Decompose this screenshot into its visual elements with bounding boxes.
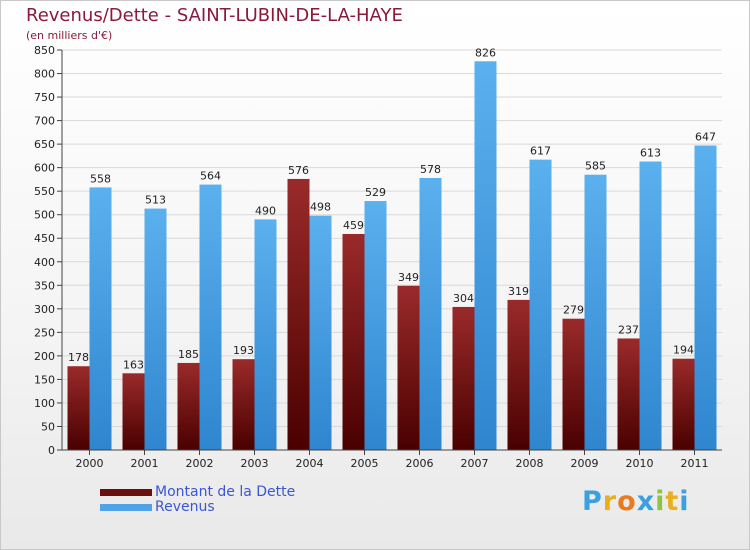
logo-letter: x — [636, 486, 656, 517]
data-label-revenus: 498 — [310, 201, 331, 214]
data-label-dette: 237 — [618, 323, 639, 336]
bar-revenus — [254, 219, 277, 450]
bar-revenus — [364, 201, 387, 450]
y-tick-label: 200 — [34, 350, 55, 363]
y-tick-label: 0 — [48, 444, 55, 457]
proxiti-logo: Proxiti — [582, 486, 690, 517]
data-label-dette: 163 — [123, 358, 144, 371]
x-tick-label: 2008 — [516, 457, 544, 470]
x-tick-label: 2002 — [186, 457, 214, 470]
bar-dette — [232, 359, 255, 450]
legend-swatch-revenus — [100, 504, 152, 511]
y-tick-label: 750 — [34, 91, 55, 104]
axes: 0 50 100 150 200 250 300 350 400 450 500 550 600 650 7… — [34, 44, 722, 470]
bar-dette — [562, 318, 585, 450]
data-label-dette: 349 — [398, 271, 419, 284]
y-tick-label: 100 — [34, 397, 55, 410]
data-label-dette: 459 — [343, 219, 364, 232]
x-tick-label: 2000 — [76, 457, 104, 470]
x-tick-label: 2003 — [241, 457, 269, 470]
bar-dette — [452, 306, 475, 450]
bar-chart: 0 50 100 150 200 250 300 350 400 450 500 550 600 650 7… — [34, 44, 722, 470]
chart-subtitle: (en milliers d'€) — [26, 29, 113, 42]
bar-revenus — [144, 208, 167, 450]
y-tick-label: 50 — [41, 420, 55, 433]
logo-letter: i — [655, 486, 666, 517]
data-label-revenus: 558 — [90, 172, 111, 185]
x-tick-label: 2004 — [296, 457, 324, 470]
y-tick-label: 250 — [34, 326, 55, 339]
bar-revenus — [474, 61, 497, 450]
y-tick-label: 300 — [34, 303, 55, 316]
x-tick-label: 2001 — [131, 457, 159, 470]
data-label-dette: 304 — [453, 292, 474, 305]
bar-revenus — [639, 161, 662, 450]
bar-revenus — [584, 174, 607, 451]
bar-revenus — [529, 159, 552, 450]
y-tick-label: 700 — [34, 115, 55, 128]
data-label-revenus: 490 — [255, 204, 276, 217]
data-labels: 178 558 163 513 185 564 193 490 576 498 459 529 349 5… — [68, 46, 716, 371]
data-label-revenus: 585 — [585, 160, 606, 173]
bar-dette — [342, 234, 365, 450]
bar-dette — [67, 366, 90, 450]
data-label-revenus: 513 — [145, 194, 166, 207]
legend-label-dette: Montant de la Dette — [155, 484, 296, 500]
x-tick-label: 2010 — [626, 457, 654, 470]
bar-dette — [287, 178, 310, 451]
bar-revenus — [89, 187, 112, 451]
data-label-revenus: 826 — [475, 46, 496, 59]
bars — [67, 61, 717, 451]
data-label-revenus: 617 — [530, 145, 551, 158]
x-tick-label: 2007 — [461, 457, 489, 470]
data-label-dette: 319 — [508, 285, 529, 298]
data-label-dette: 193 — [233, 344, 254, 357]
bar-revenus — [199, 184, 222, 450]
data-label-dette: 194 — [673, 344, 694, 357]
y-tick-label: 650 — [34, 138, 55, 151]
legend-swatch-dette — [100, 489, 152, 496]
bar-dette — [177, 362, 200, 450]
x-tick-label: 2006 — [406, 457, 434, 470]
data-label-revenus: 613 — [640, 147, 661, 160]
logo-letter: t — [665, 486, 680, 517]
y-tick-label: 450 — [34, 232, 55, 245]
data-label-dette: 178 — [68, 351, 89, 364]
bar-revenus — [309, 215, 332, 450]
x-tick-label: 2011 — [681, 457, 709, 470]
y-tick-label: 800 — [34, 68, 55, 81]
bar-dette — [397, 285, 420, 450]
logo-letter: o — [617, 486, 637, 517]
data-label-revenus: 529 — [365, 186, 386, 199]
x-tick-label: 2009 — [571, 457, 599, 470]
chart-title: Revenus/Dette - SAINT-LUBIN-DE-LA-HAYE — [26, 5, 403, 26]
y-tick-label: 550 — [34, 185, 55, 198]
bar-revenus — [694, 145, 717, 450]
y-tick-label: 850 — [34, 44, 55, 57]
y-tick-label: 400 — [34, 256, 55, 269]
y-tick-label: 500 — [34, 209, 55, 222]
bar-dette — [617, 338, 640, 450]
data-label-dette: 279 — [563, 304, 584, 317]
data-label-dette: 185 — [178, 348, 199, 361]
data-label-revenus: 647 — [695, 131, 716, 144]
y-tick-label: 350 — [34, 279, 55, 292]
bar-revenus — [419, 178, 442, 450]
grid-lines — [62, 49, 722, 451]
bar-dette — [507, 299, 530, 450]
logo-letter: r — [602, 486, 618, 517]
data-label-revenus: 564 — [200, 170, 221, 183]
y-tick-label: 150 — [34, 373, 55, 386]
logo-letter: P — [582, 486, 603, 517]
y-tick-label: 600 — [34, 162, 55, 175]
x-tick-label: 2005 — [351, 457, 379, 470]
legend-label-revenus: Revenus — [155, 499, 215, 515]
bar-dette — [672, 358, 695, 450]
bar-dette — [122, 373, 145, 450]
data-label-revenus: 578 — [420, 163, 441, 176]
logo-letter: i — [679, 486, 690, 517]
data-label-dette: 576 — [288, 164, 309, 177]
